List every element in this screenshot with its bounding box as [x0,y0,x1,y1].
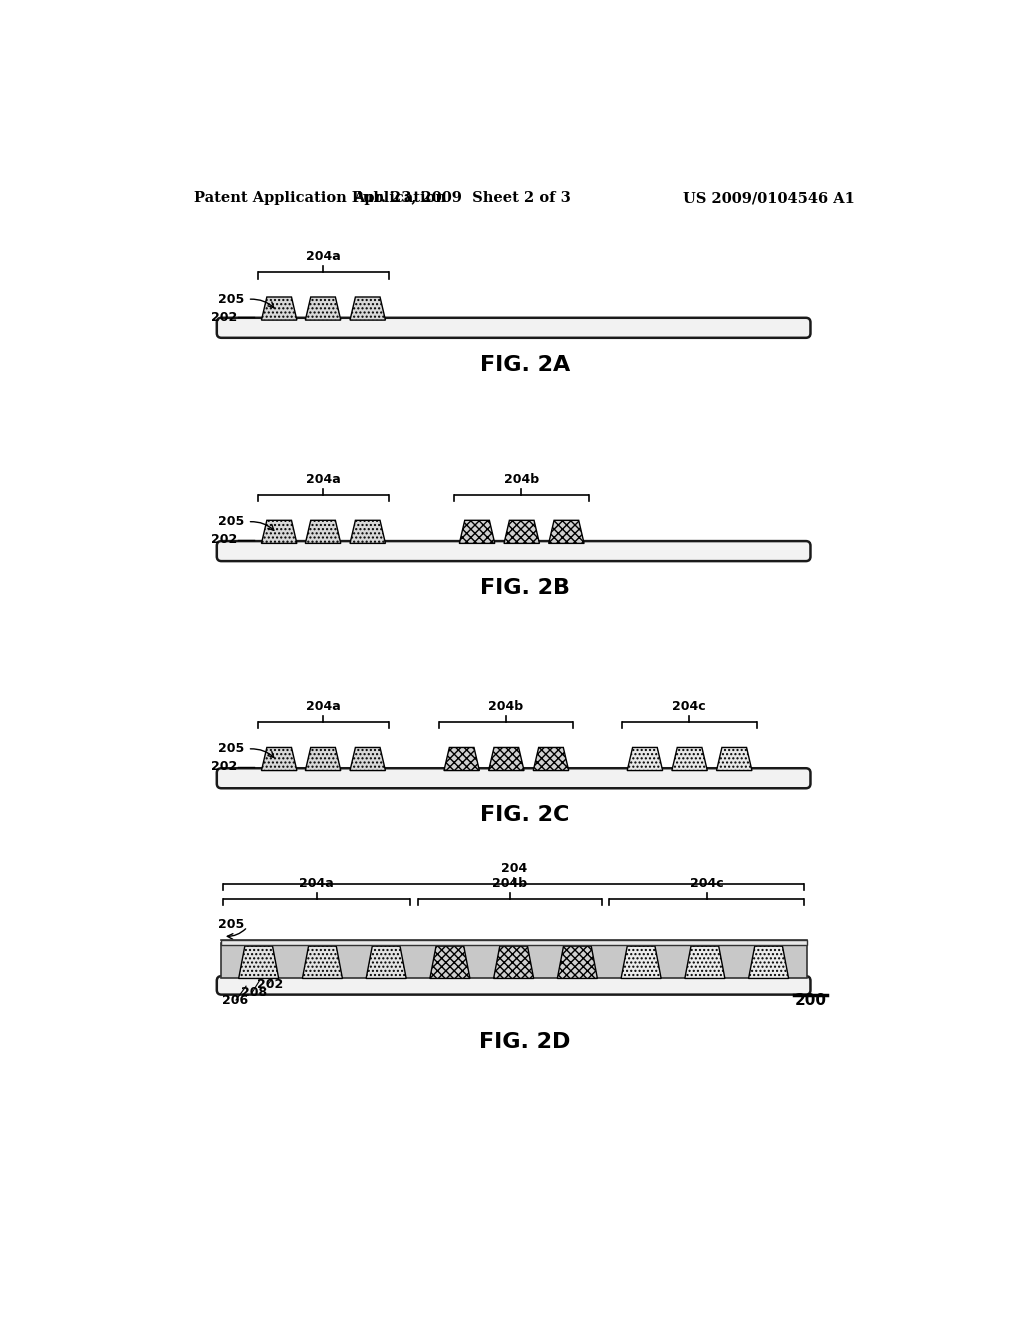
FancyBboxPatch shape [217,318,810,338]
Polygon shape [350,520,385,544]
Polygon shape [749,946,788,978]
Polygon shape [460,520,495,544]
Text: 205: 205 [218,515,245,528]
Polygon shape [504,520,540,544]
Bar [220,940,807,945]
Polygon shape [261,747,297,771]
Polygon shape [717,747,752,771]
Polygon shape [305,520,341,544]
Polygon shape [494,946,534,978]
Text: 204a: 204a [306,700,340,713]
Text: FIG. 2B: FIG. 2B [480,578,569,598]
Polygon shape [549,520,584,544]
Text: 204c: 204c [673,700,706,713]
Text: 204a: 204a [306,249,340,263]
Text: Apr. 23, 2009  Sheet 2 of 3: Apr. 23, 2009 Sheet 2 of 3 [353,191,570,206]
Text: Patent Application Publication: Patent Application Publication [194,191,445,206]
Text: 205: 205 [218,293,245,306]
Polygon shape [239,946,279,978]
Text: 200: 200 [795,993,826,1007]
Text: FIG. 2D: FIG. 2D [479,1032,570,1052]
FancyBboxPatch shape [217,541,810,561]
Text: 204c: 204c [690,876,724,890]
Text: 205: 205 [218,917,245,931]
Polygon shape [302,946,342,978]
Text: 205: 205 [218,742,245,755]
Text: 204b: 204b [493,876,527,890]
Text: 206: 206 [222,994,248,1007]
Polygon shape [430,946,470,978]
FancyBboxPatch shape [217,977,810,995]
Text: 202: 202 [211,310,237,323]
Polygon shape [444,747,479,771]
Text: 204b: 204b [504,473,539,486]
Polygon shape [305,297,341,321]
Text: 202: 202 [257,978,283,991]
Polygon shape [350,297,385,321]
Text: 202: 202 [211,533,237,546]
Text: US 2009/0104546 A1: US 2009/0104546 A1 [683,191,855,206]
Polygon shape [557,946,597,978]
Polygon shape [628,747,663,771]
FancyBboxPatch shape [217,768,810,788]
Polygon shape [305,747,341,771]
Polygon shape [261,520,297,544]
Polygon shape [488,747,524,771]
Text: 202: 202 [211,760,237,774]
Polygon shape [672,747,708,771]
Polygon shape [685,946,725,978]
Polygon shape [350,747,385,771]
Text: FIG. 2C: FIG. 2C [480,805,569,825]
Text: FIG. 2A: FIG. 2A [479,355,570,375]
Text: 204a: 204a [306,473,340,486]
Text: 204b: 204b [488,700,523,713]
Text: 204: 204 [501,862,526,875]
Text: 208: 208 [242,986,267,999]
Polygon shape [261,297,297,321]
Polygon shape [367,946,407,978]
Polygon shape [534,747,568,771]
Polygon shape [622,946,662,978]
Text: 204a: 204a [299,876,334,890]
Bar [220,942,807,978]
